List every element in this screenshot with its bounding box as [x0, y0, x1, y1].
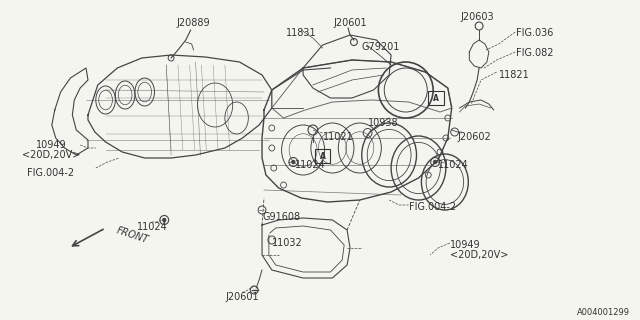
Text: A: A	[433, 93, 439, 102]
Text: A004001299: A004001299	[577, 308, 630, 317]
Text: FIG.004-2: FIG.004-2	[409, 202, 456, 212]
Text: J20889: J20889	[177, 18, 211, 28]
Text: 11021: 11021	[323, 132, 353, 142]
Circle shape	[434, 161, 436, 164]
Text: 11024: 11024	[438, 160, 468, 170]
Text: <20D,20V>: <20D,20V>	[450, 250, 508, 260]
Text: 10949: 10949	[36, 140, 66, 150]
Text: G79201: G79201	[362, 42, 400, 52]
Text: J20601: J20601	[226, 292, 259, 302]
Text: G91608: G91608	[262, 212, 300, 222]
Text: 11024: 11024	[295, 160, 326, 170]
Text: J20602: J20602	[458, 132, 492, 142]
Text: 11024: 11024	[137, 222, 168, 232]
Text: 10938: 10938	[368, 118, 399, 128]
Text: 11821: 11821	[499, 70, 529, 80]
Text: 11831: 11831	[286, 28, 316, 38]
Text: <20D,20V>: <20D,20V>	[22, 150, 80, 160]
Circle shape	[292, 161, 295, 164]
Text: 11032: 11032	[272, 238, 303, 248]
Text: 10949: 10949	[450, 240, 481, 250]
Circle shape	[163, 219, 166, 221]
Text: A: A	[320, 151, 326, 161]
Text: FIG.004-2: FIG.004-2	[28, 168, 74, 178]
Text: J20601: J20601	[333, 18, 367, 28]
Text: J20603: J20603	[460, 12, 494, 22]
Text: FIG.082: FIG.082	[516, 48, 554, 58]
Text: FIG.036: FIG.036	[516, 28, 554, 38]
Text: FRONT: FRONT	[115, 225, 150, 245]
